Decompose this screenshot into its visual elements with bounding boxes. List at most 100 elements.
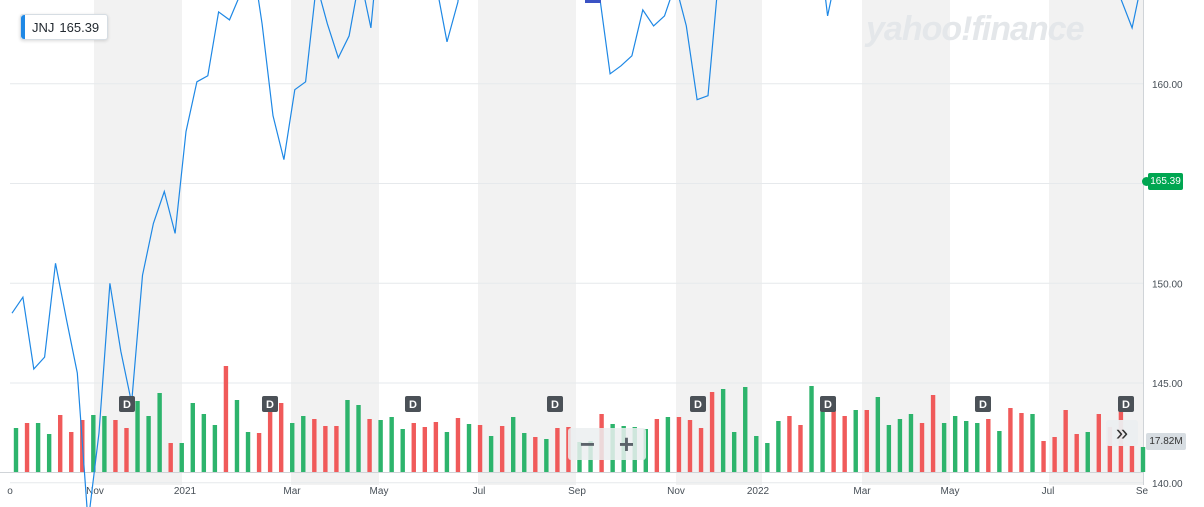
volume-bar xyxy=(743,387,747,472)
dividend-label: D xyxy=(1122,399,1130,411)
zoom-controls: − + xyxy=(568,428,646,460)
volume-bar xyxy=(47,434,51,472)
zoom-in-button[interactable]: + xyxy=(607,428,646,460)
volume-bar xyxy=(1063,410,1067,472)
volume-bar xyxy=(787,416,791,472)
x-tick-label: Jul xyxy=(473,486,486,497)
volume-bar xyxy=(412,423,416,472)
volume-bar xyxy=(831,410,835,472)
volume-bar xyxy=(1130,446,1134,472)
x-tick-label: 2022 xyxy=(747,486,770,497)
volume-bar xyxy=(732,432,736,472)
volume-bar xyxy=(522,433,526,472)
volume-bar xyxy=(820,406,824,472)
volume-bar xyxy=(345,400,349,472)
volume-bar xyxy=(378,420,382,472)
month-band xyxy=(676,0,762,485)
volume-bar xyxy=(765,443,769,472)
volume-bar xyxy=(655,419,659,472)
volume-bar xyxy=(180,443,184,472)
volume-bar xyxy=(478,425,482,472)
dividend-label: D xyxy=(824,399,832,411)
volume-bar xyxy=(401,429,405,472)
volume-bar xyxy=(1086,432,1090,472)
volume-bar xyxy=(202,414,206,472)
volume-bar xyxy=(14,428,18,472)
volume-bar xyxy=(721,389,725,472)
volume-bar xyxy=(975,423,979,472)
volume-bar xyxy=(213,425,217,472)
dividend-label: D xyxy=(123,399,131,411)
symbol-label: JNJ xyxy=(32,20,54,35)
volume-bar xyxy=(102,416,106,472)
volume-bar xyxy=(257,433,261,472)
volume-bar xyxy=(58,415,62,472)
volume-bar xyxy=(942,423,946,472)
volume-bar xyxy=(997,431,1001,472)
dividend-label: D xyxy=(409,399,417,411)
volume-bar xyxy=(688,420,692,472)
y-tick-label: 140.00 xyxy=(1152,479,1183,490)
yahoo-finance-watermark: yahoo!finance xyxy=(866,10,1083,49)
volume-bar xyxy=(279,403,283,472)
x-tick-label: Se xyxy=(1136,486,1149,497)
volume-bar xyxy=(986,419,990,472)
volume-bar xyxy=(865,410,869,472)
volume-bar xyxy=(809,386,813,472)
volume-bar xyxy=(268,405,272,472)
volume-bar xyxy=(511,417,515,472)
volume-bar xyxy=(113,420,117,472)
volume-bar xyxy=(898,419,902,472)
y-tick-label: 160.00 xyxy=(1152,80,1183,91)
volume-bar xyxy=(931,395,935,472)
symbol-legend[interactable]: JNJ 165.39 xyxy=(20,14,108,40)
volume-bar xyxy=(301,416,305,472)
volume-bar xyxy=(1030,414,1034,472)
scroll-to-end-icon[interactable]: » xyxy=(1106,420,1138,446)
volume-bar xyxy=(909,414,913,472)
volume-bar xyxy=(754,436,758,472)
volume-bar xyxy=(887,425,891,472)
volume-bar xyxy=(555,428,559,472)
symbol-price: 165.39 xyxy=(59,20,99,35)
x-tick-label: Mar xyxy=(853,486,871,497)
volume-bar xyxy=(798,425,802,472)
last-volume-tag: 17.82M xyxy=(1146,433,1186,450)
volume-bar xyxy=(920,423,924,472)
zoom-out-button[interactable]: − xyxy=(568,428,607,460)
volume-bar xyxy=(1097,414,1101,472)
dividend-marker[interactable]: D xyxy=(975,396,991,412)
volume-bar xyxy=(776,421,780,472)
dividend-marker[interactable]: D xyxy=(820,396,836,412)
volume-bar xyxy=(124,428,128,472)
x-tick-label: Nov xyxy=(667,486,685,497)
x-tick-label: Mar xyxy=(283,486,301,497)
volume-bar xyxy=(191,403,195,472)
month-band xyxy=(478,0,576,485)
volume-bar xyxy=(224,366,228,472)
series-color-swatch xyxy=(21,15,25,39)
dividend-marker[interactable]: D xyxy=(262,396,278,412)
volume-bar xyxy=(157,393,161,472)
volume-bar xyxy=(854,410,858,472)
volume-bar xyxy=(467,424,471,472)
volume-bar xyxy=(533,437,537,472)
dividend-marker[interactable]: D xyxy=(547,396,563,412)
dividend-marker[interactable]: D xyxy=(1118,396,1134,412)
month-band xyxy=(291,0,379,485)
month-band xyxy=(862,0,950,485)
volume-bar xyxy=(135,401,139,472)
volume-bar xyxy=(389,417,393,472)
volume-bar xyxy=(1075,434,1079,472)
volume-bar xyxy=(953,416,957,472)
volume-bar xyxy=(246,432,250,472)
volume-bar xyxy=(710,392,714,472)
dividend-marker[interactable]: D xyxy=(405,396,421,412)
volume-bar xyxy=(489,436,493,472)
dividend-label: D xyxy=(694,399,702,411)
dividend-marker[interactable]: D xyxy=(119,396,135,412)
x-tick-label: Nov xyxy=(86,486,104,497)
volume-bar xyxy=(146,416,150,472)
top-range-marker[interactable] xyxy=(585,0,601,3)
dividend-marker[interactable]: D xyxy=(690,396,706,412)
